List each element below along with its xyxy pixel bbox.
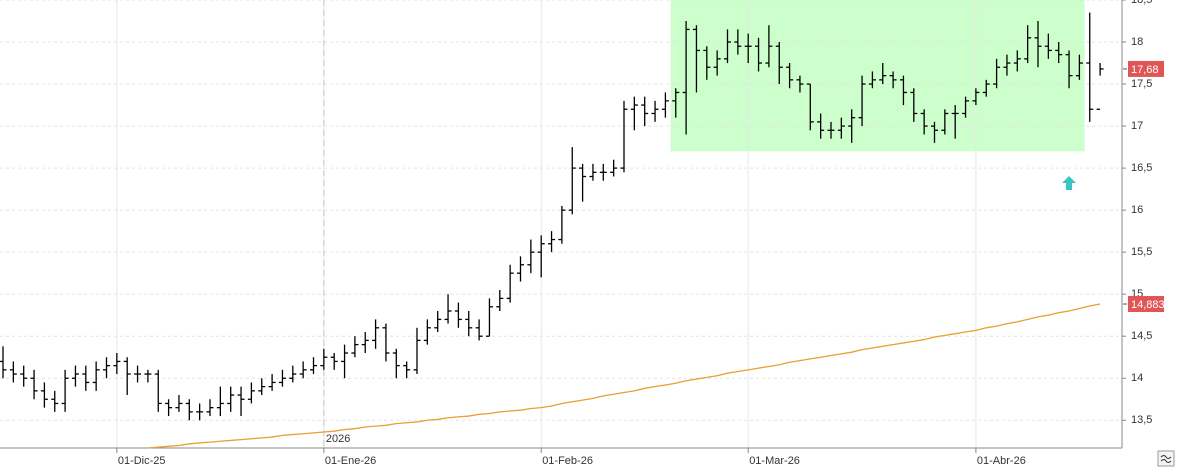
y-tick-label: 17 xyxy=(1131,120,1143,132)
scale-button-icon xyxy=(1160,455,1172,463)
signal-arrow xyxy=(1062,176,1076,190)
y-tick-label: 14,5 xyxy=(1131,330,1152,342)
y-tick-label: 16,5 xyxy=(1131,162,1152,174)
y-tick-label: 16 xyxy=(1131,204,1143,216)
last-value-box xyxy=(1128,296,1164,313)
x-tick-label: 01-Ene-26 xyxy=(325,455,376,467)
scale-button-box[interactable] xyxy=(1157,450,1175,467)
y-tick-label: 15,5 xyxy=(1131,246,1152,258)
scale-button[interactable] xyxy=(1157,450,1175,467)
y-tick-label: 14 xyxy=(1131,372,1143,384)
x-tick-label: 01-Abr-26 xyxy=(977,455,1026,467)
highlight-zone xyxy=(670,0,1085,152)
x-tick-label: 01-Dic-25 xyxy=(118,455,166,467)
y-tick-label: 17,5 xyxy=(1131,78,1152,90)
last-value-label: 14,883 xyxy=(1131,299,1165,311)
moving-average xyxy=(147,303,1101,449)
y-tick-label: 18 xyxy=(1131,36,1143,48)
y-tick-label: 13,5 xyxy=(1131,414,1152,426)
x-tick-label: 01-Feb-26 xyxy=(542,455,593,467)
year-label: 2026 xyxy=(326,433,350,445)
y-tick-label: 18,5 xyxy=(1131,0,1152,6)
last-value-box xyxy=(1128,60,1164,77)
x-tick-label: 01-Mar-26 xyxy=(749,455,800,467)
last-value-label: 17,68 xyxy=(1131,64,1159,76)
